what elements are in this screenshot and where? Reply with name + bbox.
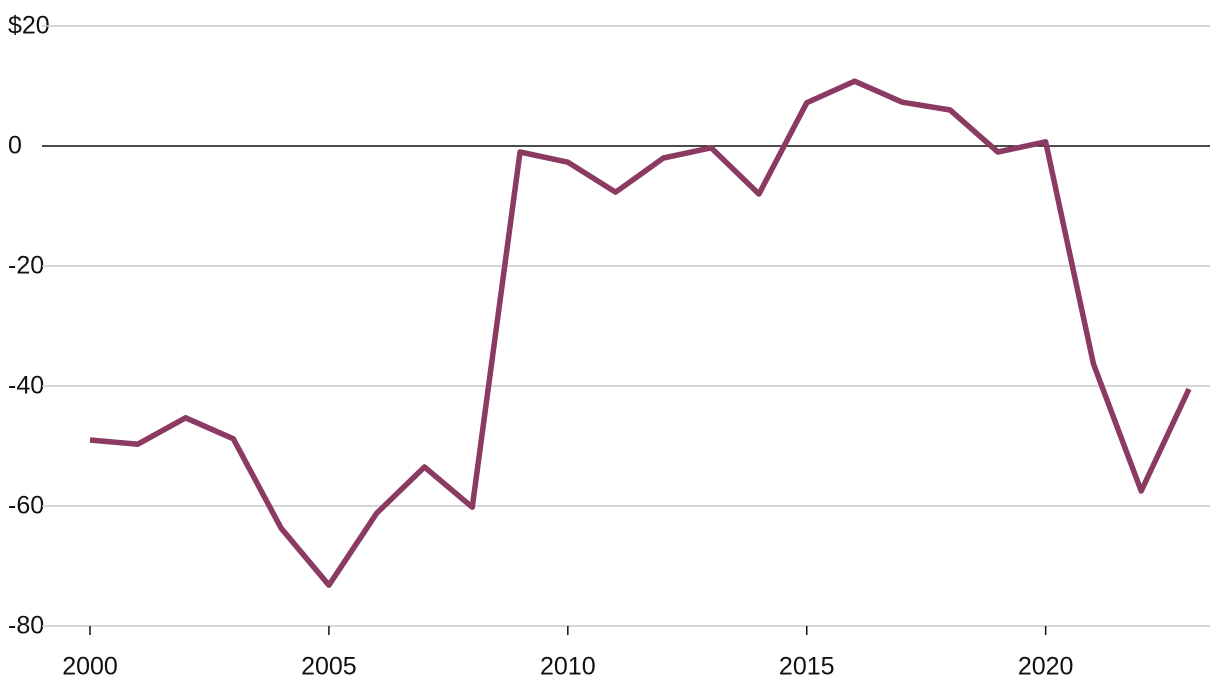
y-tick-label: 0 [8,132,22,160]
y-tick-label: -20 [8,252,44,280]
x-tick-label: 2010 [540,653,596,681]
x-tick-label: 2005 [301,653,357,681]
y-tick-label: -80 [8,612,44,640]
x-tick-label: 2015 [779,653,835,681]
x-tick-label: 2020 [1018,653,1074,681]
data-line [89,78,1192,588]
y-tick-label: -40 [8,372,44,400]
y-tick-label: -60 [8,492,44,520]
x-tick-label: 2000 [62,653,118,681]
